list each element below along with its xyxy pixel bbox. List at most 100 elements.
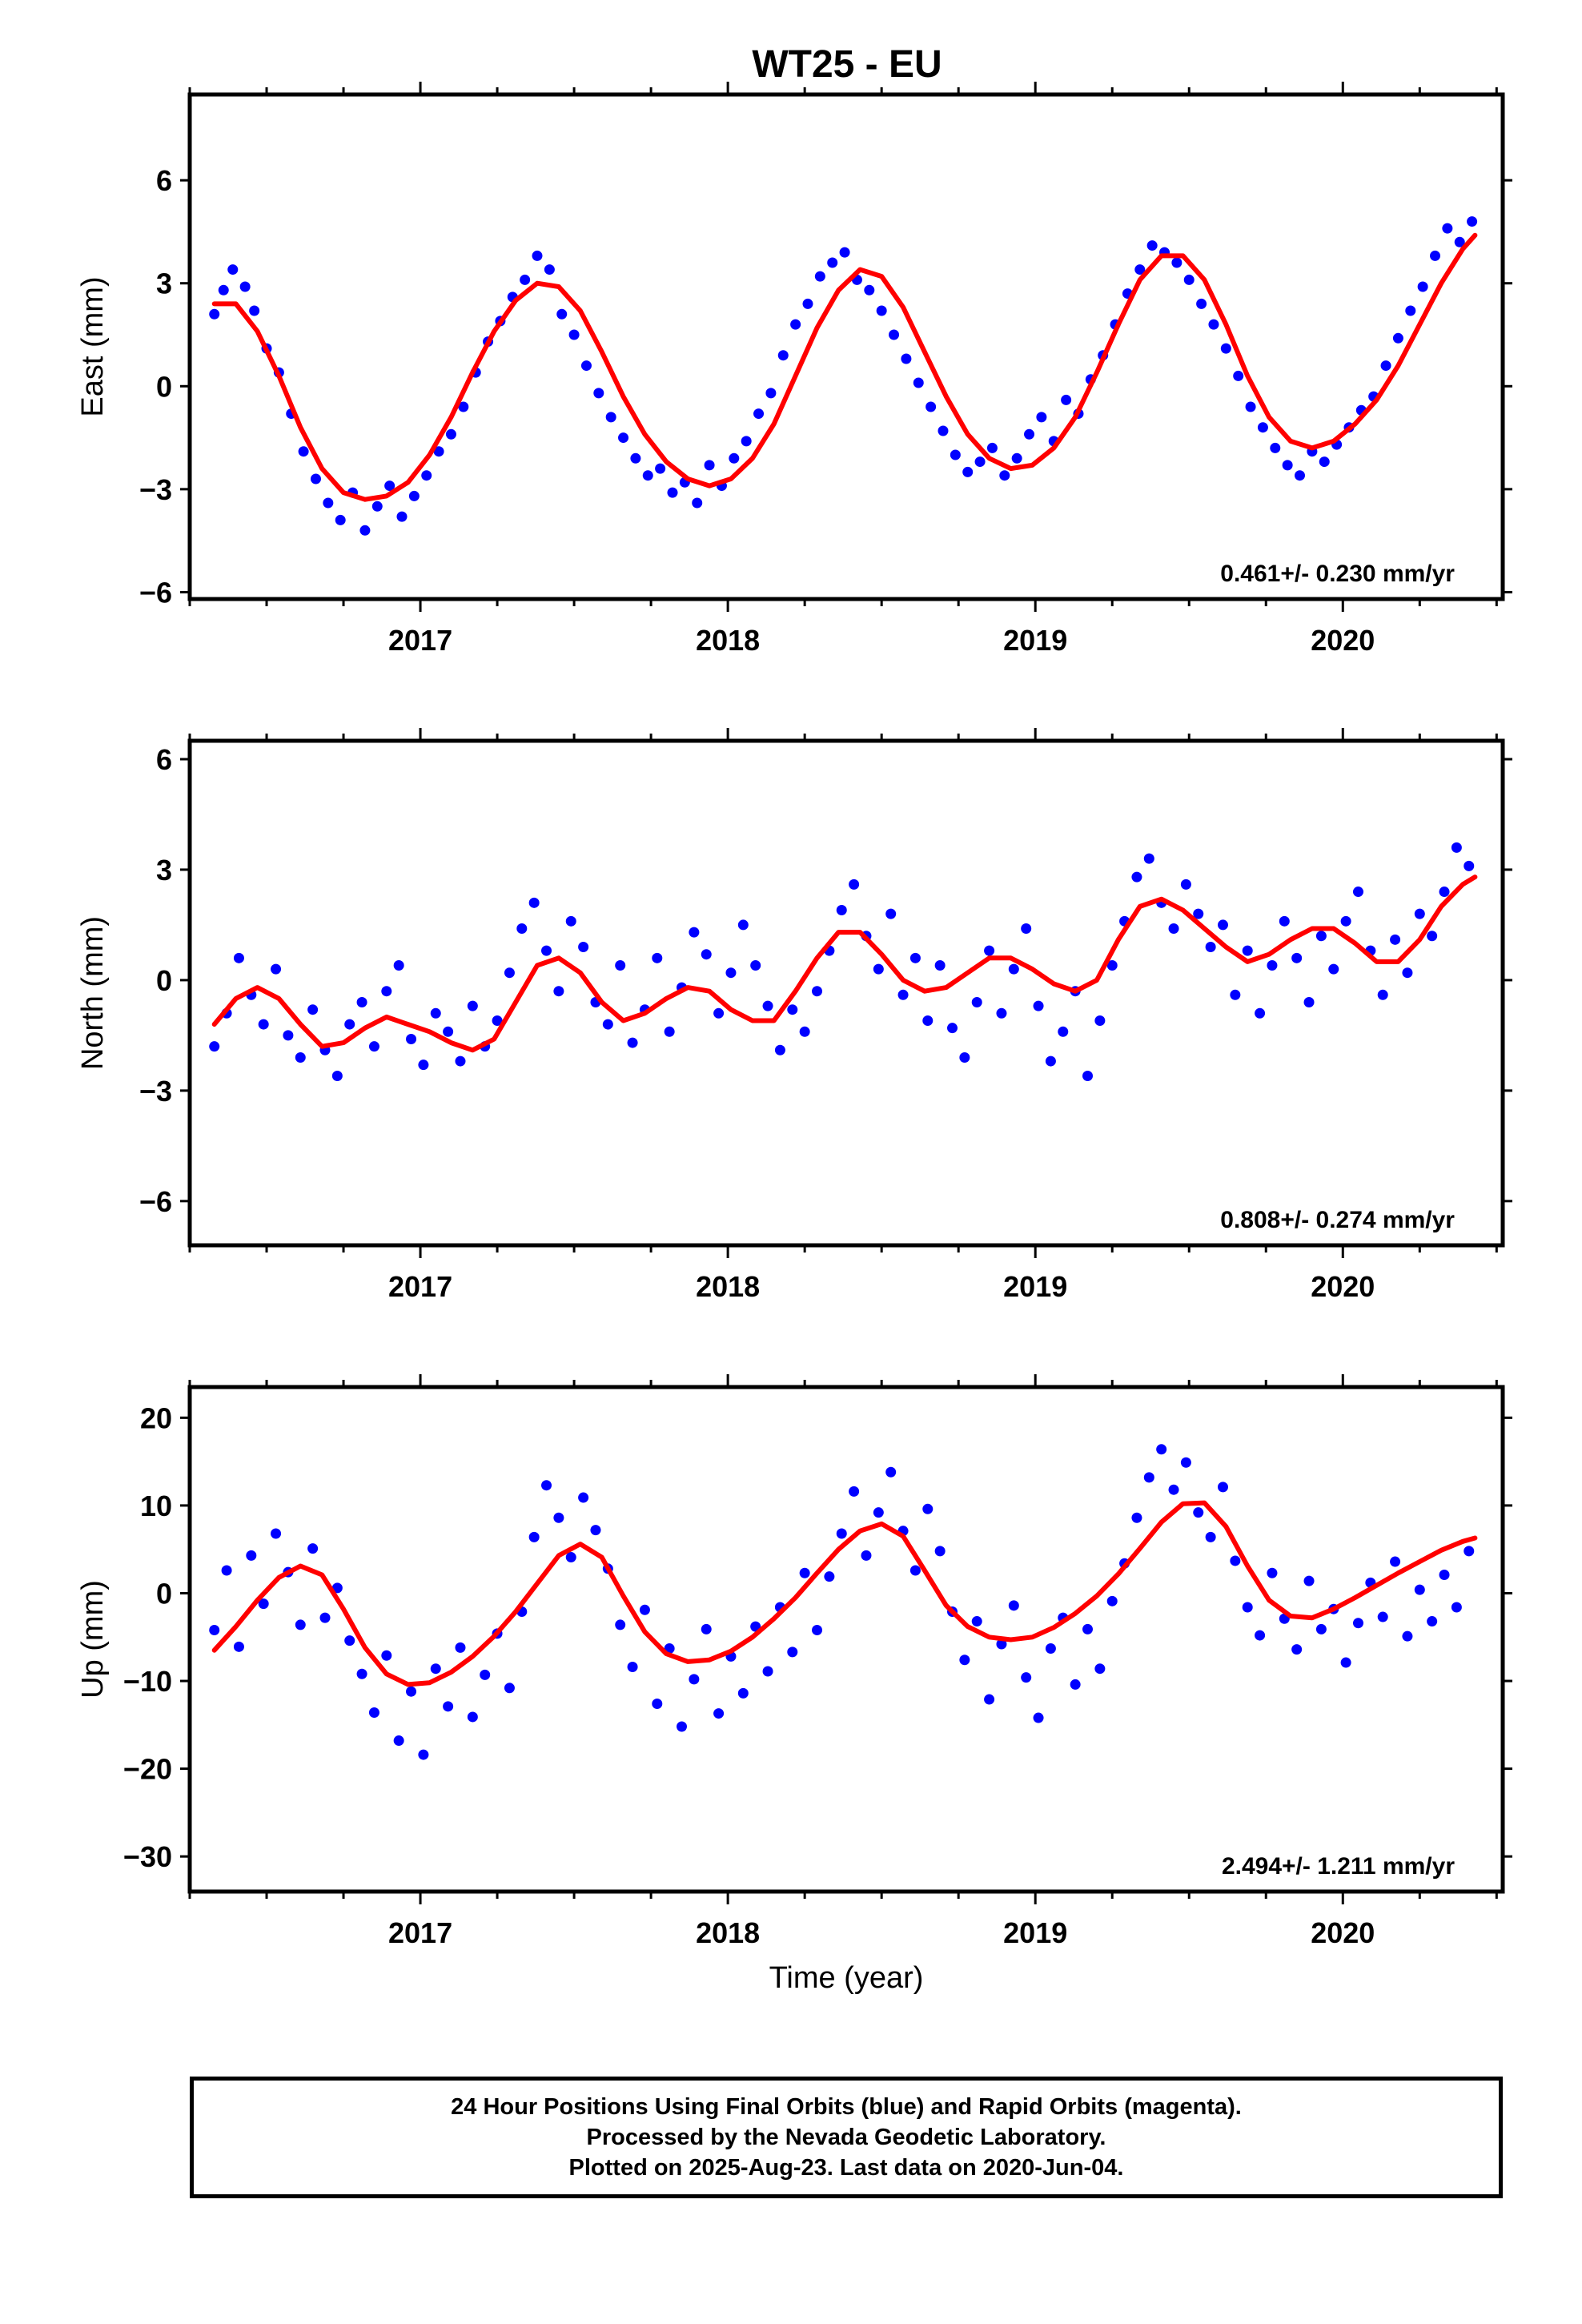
data-point [996, 1638, 1007, 1650]
data-point [443, 1701, 454, 1712]
data-point [762, 1666, 773, 1677]
data-point [430, 1007, 441, 1019]
data-point [750, 960, 761, 971]
data-point [1242, 1602, 1253, 1613]
data-point [1255, 1630, 1266, 1641]
data-point [984, 945, 995, 956]
data-point [1036, 412, 1047, 423]
data-point [950, 449, 961, 460]
data-point [787, 1004, 798, 1015]
data-point [1439, 887, 1450, 898]
data-point [295, 1619, 306, 1630]
data-point [1021, 1672, 1032, 1683]
y-tick-label: 6 [156, 743, 172, 776]
data-point [1008, 1600, 1019, 1611]
data-point [762, 1000, 773, 1011]
data-point [1282, 460, 1293, 471]
data-point [802, 298, 813, 309]
x-tick-label: 2020 [1311, 1270, 1375, 1303]
data-point [556, 308, 568, 320]
data-point [331, 1582, 343, 1594]
data-point [1245, 401, 1256, 412]
data-point [233, 1641, 244, 1652]
data-point [532, 250, 543, 261]
data-point [1233, 370, 1244, 381]
data-point [777, 350, 789, 361]
data-point [901, 353, 912, 364]
data-point [652, 952, 663, 963]
data-point [984, 1694, 995, 1705]
panel-1: −6 −3 0 3 6 2017 2018 2019 2020 East (mm) 0.461+/-… [76, 82, 1512, 657]
data-point [1390, 934, 1401, 945]
data-point [1451, 842, 1462, 853]
data-point [689, 927, 700, 938]
data-point [1220, 343, 1231, 354]
data-point [1082, 1070, 1093, 1081]
data-point [1171, 257, 1182, 268]
data-point [1315, 931, 1327, 942]
y-axis-label: East (mm) [76, 276, 110, 416]
plot-frame [187, 92, 1505, 601]
data-point [864, 284, 875, 296]
data-point [221, 1565, 232, 1576]
data-point [492, 1015, 503, 1026]
data-point [1291, 952, 1303, 963]
data-point [922, 1503, 934, 1514]
data-point [295, 1051, 306, 1063]
data-point [1143, 853, 1154, 864]
data-point [1045, 1055, 1056, 1067]
data-point [1106, 1595, 1118, 1606]
data-point [602, 1019, 613, 1030]
data-point [504, 967, 515, 979]
data-point [713, 1708, 725, 1719]
data-point [1156, 1444, 1167, 1455]
data-point [1193, 1507, 1204, 1518]
data-point [737, 1687, 749, 1699]
data-point [1230, 989, 1241, 1000]
data-point [590, 1525, 601, 1536]
data-point [418, 1059, 429, 1071]
rate-label: 0.808+/- 0.274 mm/yr [1220, 1207, 1455, 1233]
data-point [774, 1044, 785, 1055]
data-point [271, 963, 282, 975]
panel-2: −6 −3 0 3 6 2017 2018 2019 2020 North (mm) 0.808+/… [76, 728, 1512, 1303]
data-point [1340, 915, 1351, 927]
data-point [381, 1650, 392, 1661]
data-point [218, 284, 229, 296]
data-point [458, 401, 469, 412]
data-point [934, 960, 946, 971]
y-tick-label: −6 [139, 1185, 172, 1218]
data-point [393, 960, 404, 971]
data-point [1196, 298, 1207, 309]
fit-curve [211, 232, 1478, 502]
data-point [371, 501, 383, 512]
rate-label: 2.494+/- 1.211 mm/yr [1222, 1853, 1455, 1880]
data-point [812, 1624, 823, 1635]
y-tick-label: 3 [156, 267, 172, 300]
data-point [1255, 1007, 1266, 1019]
data-point [246, 1550, 257, 1561]
rate-label: 0.461+/- 0.230 mm/yr [1220, 561, 1455, 587]
data-point [1242, 945, 1253, 956]
fit-curve [211, 875, 1478, 1053]
data-point [1045, 1643, 1056, 1655]
data-point [1267, 1567, 1278, 1578]
data-point [1094, 1015, 1106, 1026]
data-point [541, 1480, 552, 1491]
data-point [836, 1528, 847, 1539]
plot-frame [187, 1385, 1505, 1894]
data-point [922, 1015, 934, 1026]
data-point [356, 996, 367, 1007]
y-axis-label: North (mm) [76, 916, 110, 1070]
data-point [307, 1004, 319, 1015]
data-point [725, 967, 737, 979]
x-tick-label: 2020 [1311, 1916, 1375, 1949]
x-tick-label: 2017 [388, 1916, 452, 1949]
data-point [393, 1735, 404, 1747]
data-point [1328, 963, 1339, 975]
data-point [258, 1598, 269, 1610]
data-point [1058, 1026, 1069, 1037]
data-point [356, 1668, 367, 1679]
fit-curve [211, 1500, 1478, 1687]
